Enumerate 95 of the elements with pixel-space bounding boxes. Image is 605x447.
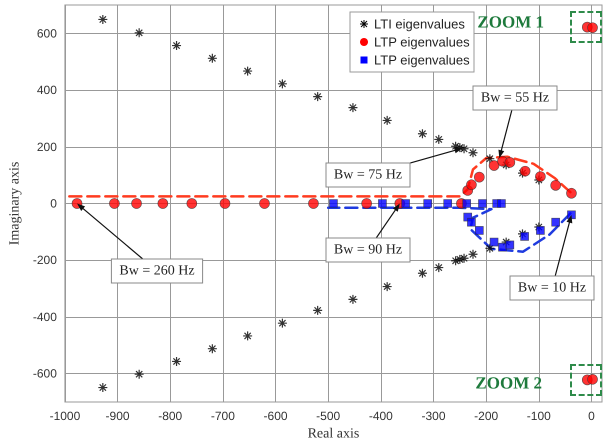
- y-tick-label: 200: [36, 140, 58, 154]
- point: [587, 374, 598, 385]
- point: [242, 66, 253, 76]
- point: [158, 198, 168, 209]
- point: [450, 141, 461, 152]
- point: [458, 253, 470, 264]
- x-tick-label: -100: [526, 409, 552, 423]
- point: [348, 102, 358, 113]
- point: [312, 91, 323, 102]
- point: [474, 172, 485, 182]
- point: [484, 154, 495, 164]
- point: [417, 128, 428, 139]
- point: [535, 171, 546, 182]
- point: [361, 198, 372, 209]
- x-tick-label: -400: [368, 409, 394, 423]
- annotation: Bw = 90 Hz: [334, 242, 402, 258]
- point: [443, 199, 452, 208]
- x-tick-label: -600: [264, 409, 288, 423]
- point: [277, 318, 288, 328]
- point: [109, 198, 120, 209]
- point: [134, 369, 144, 380]
- point: [348, 294, 358, 304]
- point: [417, 268, 428, 278]
- point: [312, 305, 323, 316]
- y-tick-label: 600: [36, 26, 58, 40]
- point: [171, 356, 182, 367]
- point: [534, 222, 544, 232]
- point: [478, 199, 487, 208]
- point: [171, 40, 182, 51]
- y-axis-title: Imaginary axis: [8, 162, 22, 246]
- x-tick-label: 0: [588, 409, 596, 423]
- point: [259, 198, 270, 209]
- point: [242, 330, 253, 342]
- annotation: Bw = 75 Hz: [334, 168, 402, 182]
- point: [466, 179, 477, 190]
- x-tick-label: -500: [316, 409, 341, 423]
- legend-label: LTP eigenvalues: [374, 34, 470, 50]
- point: [497, 199, 506, 208]
- point: [517, 228, 528, 239]
- point: [566, 188, 577, 199]
- annotation: Bw = 260 Hz: [119, 264, 195, 278]
- point: [490, 238, 498, 246]
- point: [587, 22, 598, 33]
- point: [186, 198, 198, 209]
- x-tick-label: -1000: [50, 409, 81, 423]
- annotation: ZOOM 1: [477, 12, 544, 32]
- annotation: ZOOM 2: [475, 374, 542, 392]
- point: [468, 148, 478, 158]
- point: [550, 180, 561, 191]
- y-tick-label: -200: [32, 253, 58, 268]
- point: [277, 78, 288, 89]
- point: [98, 14, 108, 25]
- y-tick-label: -600: [32, 366, 58, 381]
- point: [450, 256, 461, 266]
- point: [98, 382, 108, 393]
- point: [134, 28, 144, 38]
- point: [468, 249, 478, 260]
- point: [506, 240, 514, 250]
- point: [536, 226, 545, 235]
- point: [488, 160, 500, 171]
- point: [434, 134, 444, 145]
- point: [308, 198, 319, 209]
- x-tick-label: -200: [474, 409, 498, 423]
- annotation: Bw = 10 Hz: [518, 280, 586, 296]
- x-tick-label: -900: [106, 409, 130, 423]
- point: [401, 199, 410, 208]
- x-tick-label: -300: [421, 409, 446, 423]
- point: [551, 218, 560, 227]
- point: [329, 199, 338, 208]
- point: [484, 243, 495, 254]
- point: [378, 199, 387, 208]
- x-tick-label: -800: [158, 409, 183, 423]
- legend-label: LTI eigenvalues: [374, 16, 466, 32]
- annotation: Bw = 55 Hz: [480, 90, 550, 106]
- y-tick-label: 0: [50, 196, 58, 210]
- x-tick-label: -700: [210, 409, 236, 423]
- point: [423, 199, 432, 208]
- point: [467, 218, 476, 227]
- point: [475, 226, 484, 235]
- point: [434, 262, 444, 273]
- point: [520, 232, 529, 241]
- legend-label: LTP eigenvalues: [374, 52, 470, 68]
- point: [520, 166, 530, 176]
- y-tick-label: 400: [36, 83, 58, 98]
- x-axis-title: Real axis: [308, 426, 360, 442]
- point: [498, 242, 507, 252]
- point: [207, 53, 218, 64]
- point: [207, 344, 218, 354]
- point: [131, 198, 142, 209]
- point: [504, 157, 516, 168]
- point: [382, 115, 392, 126]
- point: [462, 199, 471, 208]
- point: [382, 281, 392, 292]
- point: [220, 198, 230, 209]
- y-tick-label: -400: [32, 310, 58, 324]
